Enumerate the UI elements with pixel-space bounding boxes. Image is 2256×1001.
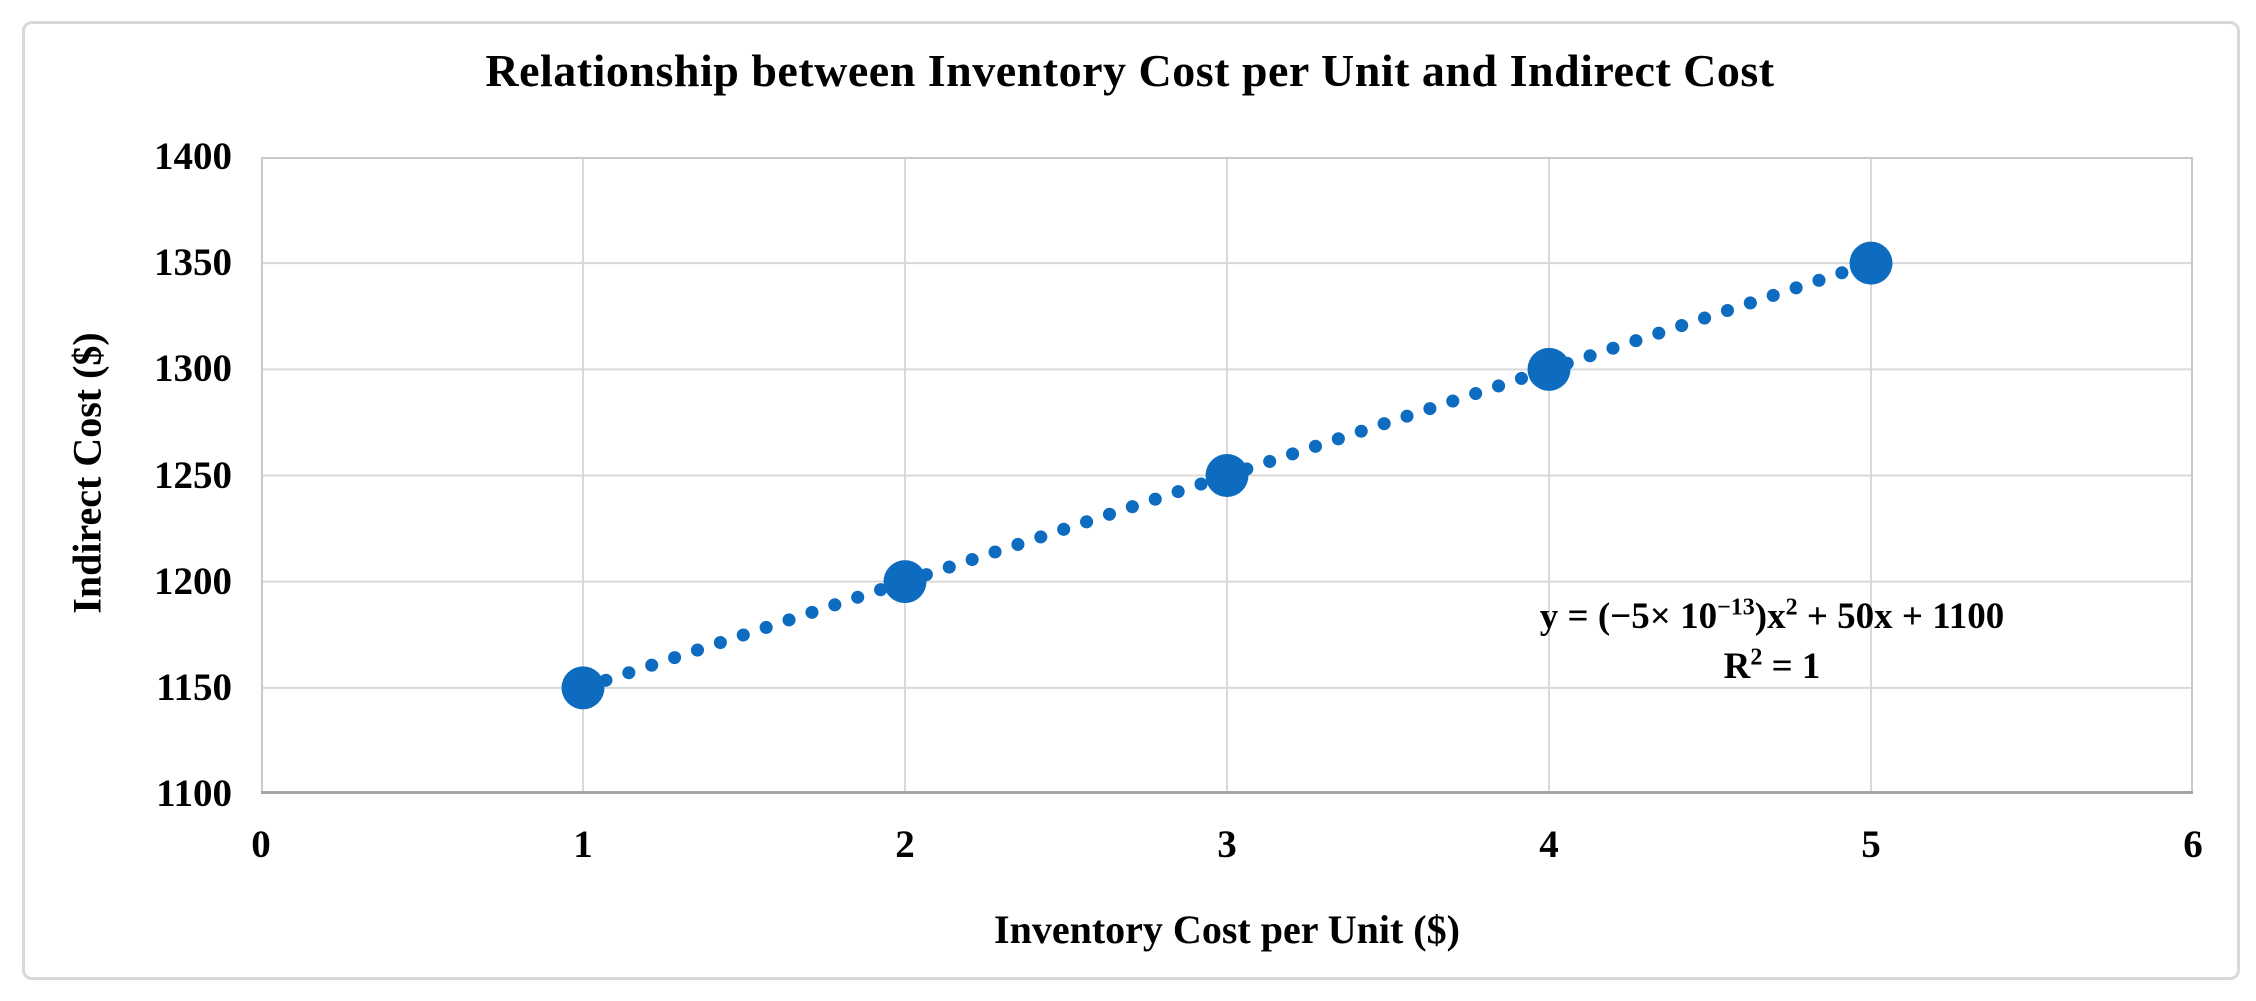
x-tick-label: 6	[2183, 823, 2203, 866]
equation-text: )x	[1754, 596, 1786, 637]
x-tick-label: 2	[895, 823, 915, 866]
equation-text: y = (−5× 10	[1539, 596, 1718, 637]
data-point[interactable]	[1205, 454, 1249, 497]
x-tick-label: 4	[1539, 823, 1559, 866]
trendline-equation: y = (−5× 10−13)x2 + 50x + 1100	[1412, 592, 2132, 642]
x-tick-label: 1	[573, 823, 593, 866]
y-tick-label: 1200	[154, 559, 232, 603]
x-axis-title: Inventory Cost per Unit ($)	[994, 907, 1460, 952]
y-tick-label: 1250	[154, 453, 232, 497]
trendline-r-squared: R2 = 1	[1412, 642, 2132, 692]
y-tick-label: 1300	[154, 347, 232, 391]
plot-area	[261, 157, 2193, 794]
x-tick-label: 5	[1861, 823, 1881, 866]
equation-superscript: 2	[1750, 644, 1763, 671]
x-tick-label: 0	[251, 823, 271, 866]
y-tick-label: 1150	[156, 665, 232, 709]
data-point[interactable]	[1527, 347, 1571, 391]
trendline-label: y = (−5× 10−13)x2 + 50x + 1100 R2 = 1	[1412, 592, 2132, 692]
equation-text: R	[1723, 646, 1751, 687]
data-point[interactable]	[883, 560, 927, 604]
equation-superscript: 2	[1785, 594, 1798, 621]
equation-text: + 50x + 1100	[1797, 596, 2005, 637]
x-tick-label: 3	[1217, 823, 1237, 866]
equation-text: = 1	[1762, 646, 1821, 687]
equation-superscript: −13	[1717, 594, 1755, 621]
y-tick-label: 1100	[156, 772, 232, 815]
chart-title: Relationship between Inventory Cost per …	[485, 45, 1775, 96]
data-point[interactable]	[561, 666, 605, 710]
y-tick-label: 1350	[154, 241, 232, 285]
data-point[interactable]	[1849, 241, 1893, 285]
y-tick-label: 1400	[154, 135, 232, 178]
